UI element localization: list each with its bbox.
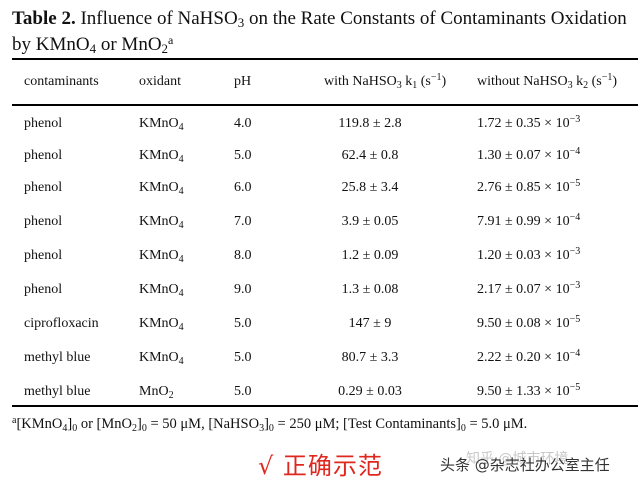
cell-k2: 9.50 ± 0.08 × 10−5 xyxy=(477,314,581,332)
cell-ph: 5.0 xyxy=(234,384,252,399)
header-oxidant: oxidant xyxy=(139,74,181,89)
table-bottom-rule xyxy=(12,405,638,407)
cell-k2: 1.30 ± 0.07 × 10−4 xyxy=(477,146,581,164)
cell-k1: 25.8 ± 3.4 xyxy=(341,180,399,195)
cell-oxidant: KMnO4 xyxy=(139,214,184,231)
table-row: phenol KMnO4 5.0 62.4 ± 0.8 1.30 ± 0.07 × 10… xyxy=(0,144,640,168)
table-row: methyl blue KMnO4 5.0 80.7 ± 3.3 2.22 ± 0.20… xyxy=(0,346,640,370)
cell-oxidant: KMnO4 xyxy=(139,148,184,165)
table-caption: Table 2. Influence of NaHSO3 on the Rate… xyxy=(12,8,627,56)
table-row: ciprofloxacin KMnO4 5.0 147 ± 9 9.50 ± 0.08 … xyxy=(0,312,640,336)
source-watermark: 头条 @杂志社办公室主任 xyxy=(440,456,610,474)
correct-example-stamp: √ 正确示范 xyxy=(258,452,383,480)
table-header-rule xyxy=(12,104,638,106)
cell-contaminant: phenol xyxy=(24,180,63,195)
cell-k2: 9.50 ± 1.33 × 10−5 xyxy=(477,382,581,400)
cell-ph: 5.0 xyxy=(234,148,252,163)
cell-ph: 8.0 xyxy=(234,248,252,263)
header-without-nahso3: without NaHSO3 k2 (s−1) xyxy=(477,72,618,91)
cell-ph: 6.0 xyxy=(234,180,252,195)
cell-ph: 5.0 xyxy=(234,350,252,365)
table-footnote: a[KMnO4]0 or [MnO2]0 = 50 μM, [NaHSO3]0 … xyxy=(12,415,528,434)
header-contaminants: contaminants xyxy=(24,74,99,89)
cell-contaminant: methyl blue xyxy=(24,350,91,365)
cell-oxidant: KMnO4 xyxy=(139,116,184,133)
faint-watermark: 知乎 @城市环境 xyxy=(466,451,569,467)
cell-ph: 9.0 xyxy=(234,282,252,297)
cell-oxidant: KMnO4 xyxy=(139,316,184,333)
cell-ph: 7.0 xyxy=(234,214,252,229)
table-top-rule xyxy=(12,58,638,60)
table-row: phenol KMnO4 9.0 1.3 ± 0.08 2.17 ± 0.07 × 10… xyxy=(0,278,640,302)
cell-contaminant: phenol xyxy=(24,116,63,131)
cell-k2: 2.17 ± 0.07 × 10−3 xyxy=(477,280,581,298)
cell-ph: 4.0 xyxy=(234,116,252,131)
cell-k1: 147 ± 9 xyxy=(348,316,392,331)
cell-k1: 1.3 ± 0.08 xyxy=(341,282,399,297)
cell-oxidant: MnO2 xyxy=(139,384,174,401)
table-row: phenol KMnO4 4.0 119.8 ± 2.8 1.72 ± 0.35 × 1… xyxy=(0,112,640,136)
table-row: phenol KMnO4 7.0 3.9 ± 0.05 7.91 ± 0.99 × 10… xyxy=(0,210,640,234)
table-label: Table 2. xyxy=(12,8,76,29)
cell-ph: 5.0 xyxy=(234,316,252,331)
cell-oxidant: KMnO4 xyxy=(139,180,184,197)
cell-k1: 0.29 ± 0.03 xyxy=(338,384,402,399)
cell-k2: 2.22 ± 0.20 × 10−4 xyxy=(477,348,581,366)
cell-k1: 62.4 ± 0.8 xyxy=(341,148,399,163)
table-header: contaminants oxidant pH with NaHSO3 k1 (… xyxy=(0,70,640,94)
cell-contaminant: phenol xyxy=(24,148,63,163)
cell-oxidant: KMnO4 xyxy=(139,350,184,367)
table-row: methyl blue MnO2 5.0 0.29 ± 0.03 9.50 ± 1.33… xyxy=(0,380,640,404)
cell-contaminant: phenol xyxy=(24,214,63,229)
cell-k1: 80.7 ± 3.3 xyxy=(341,350,399,365)
table-row: phenol KMnO4 8.0 1.2 ± 0.09 1.20 ± 0.03 × 10… xyxy=(0,244,640,268)
cell-contaminant: methyl blue xyxy=(24,384,91,399)
cell-k2: 2.76 ± 0.85 × 10−5 xyxy=(477,178,581,196)
cell-oxidant: KMnO4 xyxy=(139,282,184,299)
header-with-nahso3: with NaHSO3 k1 (s−1) xyxy=(324,72,447,91)
cell-k2: 1.20 ± 0.03 × 10−3 xyxy=(477,246,581,264)
cell-contaminant: phenol xyxy=(24,248,63,263)
cell-oxidant: KMnO4 xyxy=(139,248,184,265)
cell-k1: 119.8 ± 2.8 xyxy=(338,116,402,131)
cell-contaminant: ciprofloxacin xyxy=(24,316,99,331)
table-row: phenol KMnO4 6.0 25.8 ± 3.4 2.76 ± 0.85 × 10… xyxy=(0,176,640,200)
cell-k1: 3.9 ± 0.05 xyxy=(341,214,399,229)
header-ph: pH xyxy=(234,74,252,89)
cell-k1: 1.2 ± 0.09 xyxy=(341,248,399,263)
cell-contaminant: phenol xyxy=(24,282,63,297)
cell-k2: 1.72 ± 0.35 × 10−3 xyxy=(477,114,581,132)
cell-k2: 7.91 ± 0.99 × 10−4 xyxy=(477,212,581,230)
